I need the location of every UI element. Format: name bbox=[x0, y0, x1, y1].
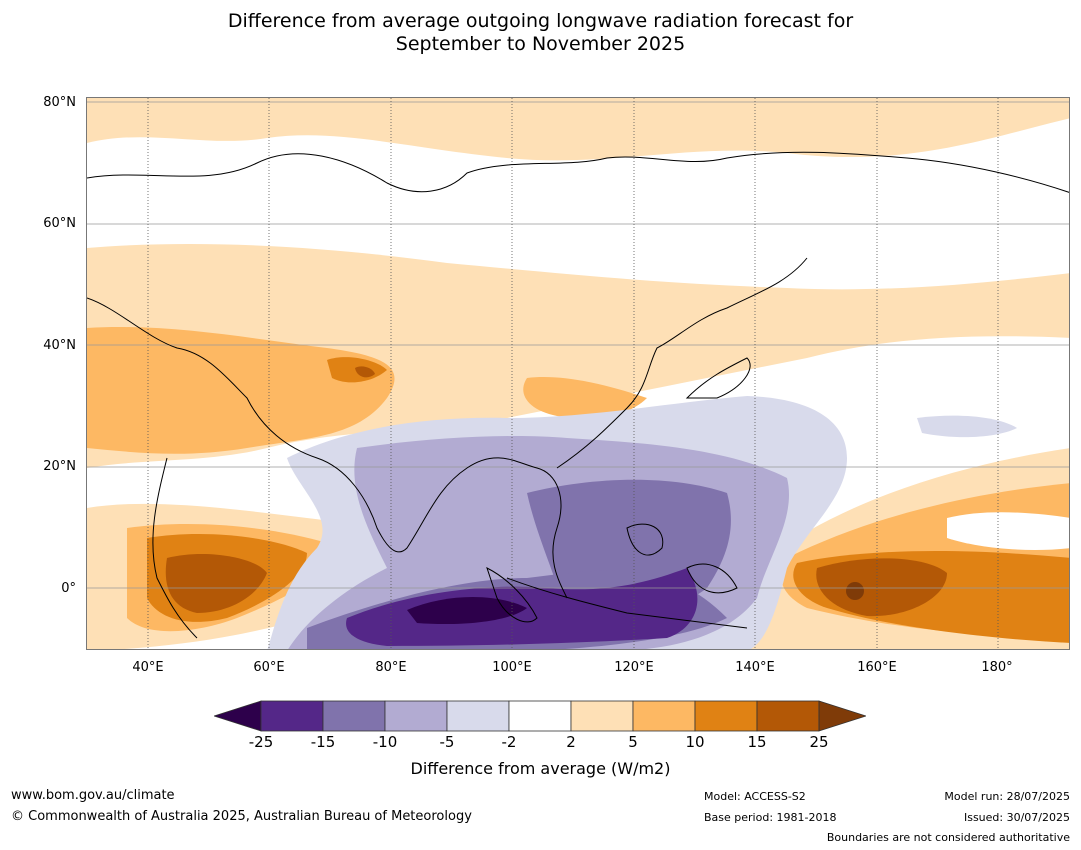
lon-label-100e: 100°E bbox=[492, 660, 532, 675]
colorbar-seg-1 bbox=[260, 700, 324, 732]
colorbar-tick: 25 bbox=[809, 733, 829, 751]
lat-label-20n: 20°N bbox=[43, 459, 76, 474]
colorbar-seg-8 bbox=[694, 700, 758, 732]
graticule-lat bbox=[87, 101, 1069, 589]
lon-label-160e: 160°E bbox=[857, 660, 897, 675]
colorbar-seg-2 bbox=[322, 700, 386, 732]
lon-label-40e: 40°E bbox=[132, 660, 164, 675]
map-panel bbox=[86, 97, 1070, 650]
anomaly-region-central-pacific-light bbox=[917, 415, 1017, 438]
colorbar-tick: -5 bbox=[439, 733, 455, 751]
footer-copyright: © Commonwealth of Australia 2025, Austra… bbox=[11, 809, 472, 824]
colorbar-arrow-low bbox=[214, 700, 262, 732]
lon-label-80e: 80°E bbox=[375, 660, 407, 675]
title-line-2: September to November 2025 bbox=[395, 33, 686, 55]
colorbar-tick: 15 bbox=[747, 733, 767, 751]
anomaly-map bbox=[87, 98, 1069, 649]
footer-base-period: Base period: 1981-2018 bbox=[704, 811, 837, 824]
colorbar-tick: 5 bbox=[628, 733, 638, 751]
lat-label-40n: 40°N bbox=[43, 338, 76, 353]
anomaly-region-maritime-peak bbox=[407, 596, 527, 625]
lat-label-0: 0° bbox=[61, 581, 76, 596]
colorbar-tick: -10 bbox=[372, 733, 398, 751]
anomaly-region-east-china bbox=[523, 377, 647, 419]
colorbar-title: Difference from average (W/m2) bbox=[410, 759, 671, 778]
lon-label-120e: 120°E bbox=[614, 660, 654, 675]
map-title: Difference from average outgoing longwav… bbox=[0, 10, 1081, 56]
colorbar-seg-7 bbox=[632, 700, 696, 732]
colorbar-seg-3 bbox=[384, 700, 448, 732]
footer-disclaimer: Boundaries are not considered authoritat… bbox=[826, 831, 1070, 844]
lon-label-60e: 60°E bbox=[253, 660, 285, 675]
footer-model: Model: ACCESS-S2 bbox=[704, 790, 806, 803]
colorbar-tick: -2 bbox=[501, 733, 517, 751]
anomaly-region-tibet-core bbox=[355, 366, 375, 378]
footer-issued: Issued: 30/07/2025 bbox=[963, 811, 1070, 824]
colorbar-seg-6 bbox=[570, 700, 634, 732]
colorbar bbox=[214, 700, 866, 732]
lon-label-140e: 140°E bbox=[735, 660, 775, 675]
lon-label-180: 180° bbox=[981, 660, 1013, 675]
anomaly-region-middle-east bbox=[87, 327, 395, 454]
colorbar-seg-4 bbox=[446, 700, 510, 732]
anomaly-region-pacific-neutral bbox=[947, 512, 1069, 550]
colorbar-tick: 10 bbox=[685, 733, 705, 751]
colorbar-seg-5 bbox=[508, 700, 572, 732]
anomaly-region-west-indian-ocean-core bbox=[165, 553, 267, 613]
lat-label-60n: 60°N bbox=[43, 216, 76, 231]
anomaly-region-arctic bbox=[87, 98, 1069, 161]
colorbar-seg-9 bbox=[756, 700, 820, 732]
lat-label-80n: 80°N bbox=[43, 95, 76, 110]
colorbar-tick: 2 bbox=[566, 733, 576, 751]
colorbar-tick: -15 bbox=[310, 733, 336, 751]
footer-url[interactable]: www.bom.gov.au/climate bbox=[11, 788, 175, 803]
coastlines bbox=[87, 151, 1069, 639]
graticule-lon bbox=[147, 98, 999, 649]
title-line-1: Difference from average outgoing longwav… bbox=[227, 10, 854, 32]
colorbar-arrow-high bbox=[818, 700, 866, 732]
anomaly-region-pacific-core bbox=[816, 558, 947, 617]
anomaly-region-pacific-peak bbox=[846, 582, 864, 600]
colorbar-tick: -25 bbox=[248, 733, 274, 751]
footer-model-run: Model run: 28/07/2025 bbox=[944, 790, 1070, 803]
